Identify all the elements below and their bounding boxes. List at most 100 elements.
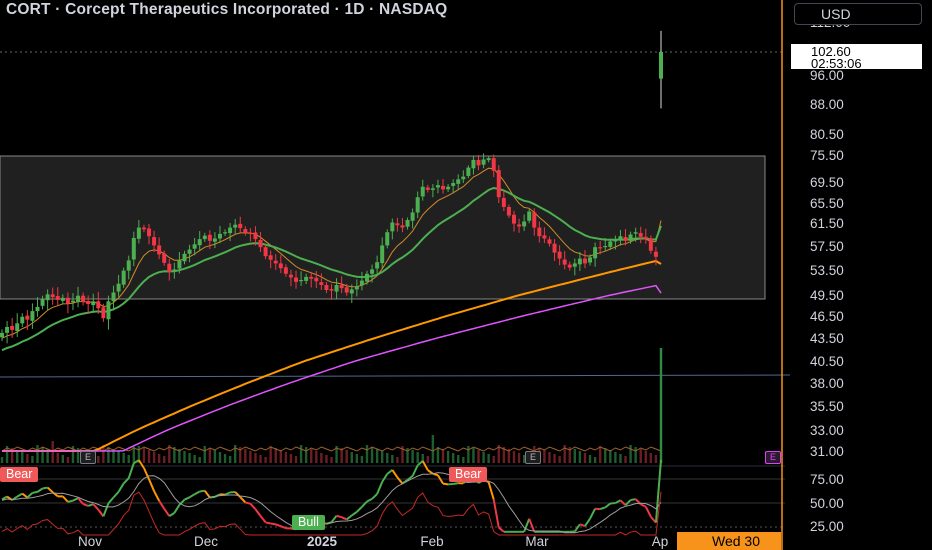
volume-bar <box>477 450 480 463</box>
volume-bar <box>568 447 571 463</box>
oscillator-segment <box>406 475 414 481</box>
oscillator-segment <box>453 482 459 485</box>
oscillator-segment <box>36 487 44 493</box>
crosshair-date-text: Wed 30 <box>712 533 760 549</box>
oscillator-segment <box>173 504 181 514</box>
candle-body <box>233 224 238 228</box>
candle-body <box>430 188 435 190</box>
candle-body <box>608 241 613 247</box>
upcoming-earnings-marker[interactable]: E <box>765 451 781 464</box>
candle-body <box>197 239 202 246</box>
volume-bar <box>634 447 637 463</box>
candle-body <box>532 212 537 228</box>
range-rectangle <box>0 155 766 300</box>
candlesticks <box>0 30 663 344</box>
candle-body <box>446 186 451 190</box>
candle-body <box>643 236 648 240</box>
candle-body <box>552 243 557 253</box>
volume-bar <box>41 447 44 463</box>
candle-body <box>126 260 131 271</box>
volume-bar <box>157 454 161 463</box>
oscillator-segment <box>523 518 531 533</box>
candle-body <box>517 224 522 227</box>
price-axis-tick: 43.50 <box>810 331 844 346</box>
oscillator-segment <box>46 486 54 493</box>
volume-bar <box>629 445 632 463</box>
price-axis-tick: 88.00 <box>810 97 844 112</box>
candle-body <box>111 292 116 302</box>
oscillator-segment <box>67 499 74 503</box>
bar-countdown: 02:53:06 <box>811 56 862 71</box>
volume-bar <box>487 454 490 463</box>
candle-body <box>172 269 177 272</box>
volume-bar <box>472 448 475 463</box>
candle-body <box>461 176 466 180</box>
volume-bar <box>132 447 135 463</box>
candle-body <box>633 232 638 234</box>
volume-bar <box>502 447 506 463</box>
candle-body <box>217 233 222 239</box>
volume-bar <box>512 451 516 463</box>
volume-bar <box>507 449 511 463</box>
oscillator-segment <box>16 492 23 498</box>
candle-body <box>45 294 50 301</box>
oscillator-segment <box>442 482 449 486</box>
oscillator-segment <box>270 522 276 526</box>
volume-bar <box>624 456 627 463</box>
oscillator-pane <box>1 459 662 536</box>
oscillator-segment <box>117 482 125 493</box>
candle-body <box>466 167 471 176</box>
candle-body <box>167 263 172 272</box>
candle-body <box>385 232 390 246</box>
candle-body <box>501 198 506 207</box>
volume-bar <box>208 448 212 463</box>
candle-body <box>659 52 663 79</box>
bull-signal-badge[interactable]: Bull <box>292 515 325 530</box>
volume-bar <box>142 448 146 463</box>
last-price-value: 102.60 <box>811 44 851 59</box>
time-axis-tick: Feb <box>420 534 443 549</box>
candle-body <box>91 301 96 306</box>
candle-body <box>299 280 304 282</box>
volume-bar <box>578 451 582 463</box>
candle-body <box>96 301 101 309</box>
candle-body <box>50 294 55 298</box>
volume-bar <box>117 451 120 463</box>
volume-bar <box>416 452 419 463</box>
oscillator-segment <box>356 506 363 513</box>
oscillator-segment <box>62 495 69 503</box>
ema-long-orange-line <box>2 259 662 452</box>
bear-signal-badge[interactable]: Bear <box>449 467 488 482</box>
earnings-marker[interactable]: E <box>525 451 541 464</box>
candle-body <box>162 253 167 263</box>
oscillator-segment <box>199 489 205 493</box>
volume-bar <box>649 453 653 463</box>
bear-signal-badge[interactable]: Bear <box>0 467 39 482</box>
candle-body <box>187 249 192 254</box>
candle-body <box>496 170 501 198</box>
volume-bar <box>360 456 364 463</box>
candle-body <box>70 300 75 303</box>
volume-bar <box>56 453 59 463</box>
oscillator-segment <box>619 499 627 506</box>
oscillator-segment <box>376 481 384 495</box>
earnings-marker[interactable]: E <box>80 451 96 464</box>
candle-body <box>329 289 334 291</box>
candle-body <box>314 277 319 282</box>
volume-bar <box>284 452 288 463</box>
volume-bar <box>102 445 105 463</box>
volume-bar <box>446 451 450 463</box>
candle-body <box>5 327 10 333</box>
oscillator-segment <box>336 514 342 519</box>
candle-body <box>238 223 243 229</box>
volume-bar <box>137 446 141 463</box>
volume-bar <box>441 449 445 463</box>
currency-selector[interactable]: USD <box>794 3 922 25</box>
oscillator-segment <box>265 521 271 525</box>
price-axis-tick: 53.50 <box>810 263 844 278</box>
oscillator-segment <box>133 459 140 465</box>
volume-bar <box>522 455 526 463</box>
oscillator-segment <box>32 490 38 494</box>
candle-body <box>613 240 618 242</box>
candle-body <box>334 285 339 292</box>
